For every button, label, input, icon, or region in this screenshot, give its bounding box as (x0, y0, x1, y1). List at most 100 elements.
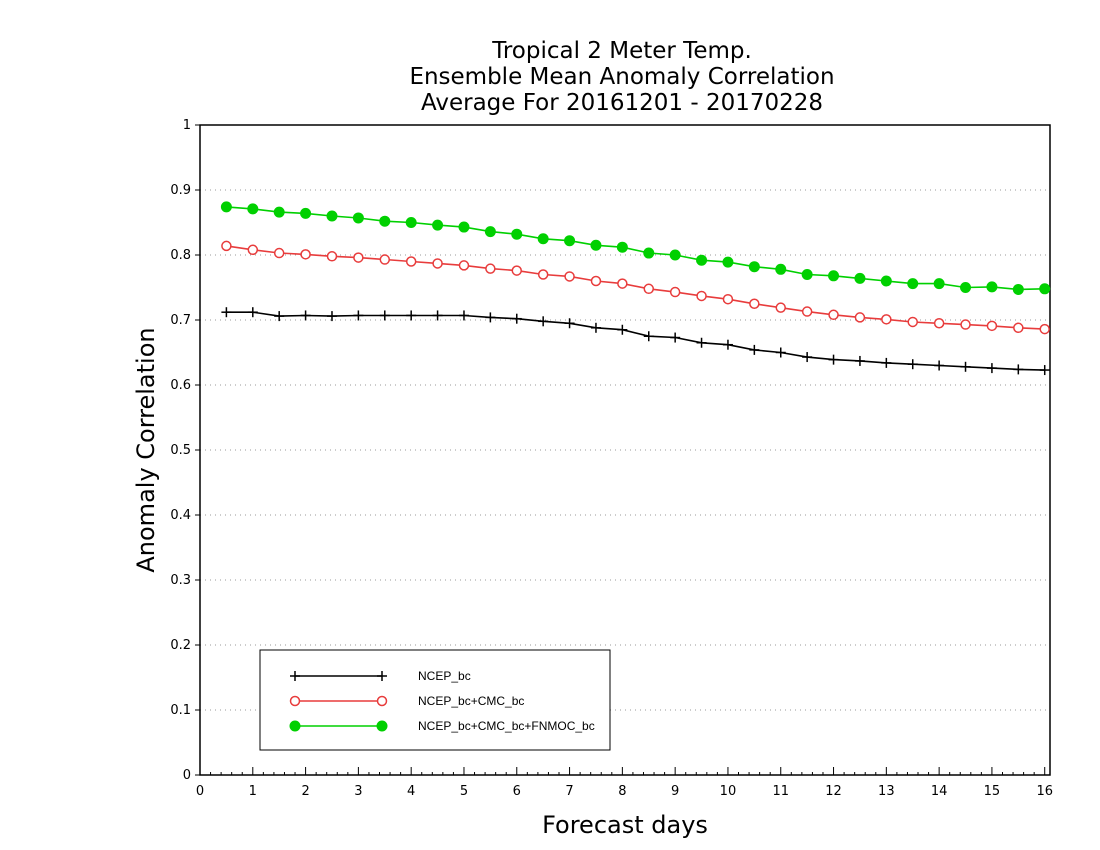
data-point-filled-circle (828, 270, 840, 282)
data-point-open-circle (617, 278, 628, 289)
data-point-plus (617, 324, 628, 335)
legend-entry: NCEP_bc+CMC_bc (289, 694, 524, 708)
data-point-filled-circle (854, 272, 866, 284)
data-point-open-circle (379, 254, 391, 265)
y-tick-label: 0.5 (170, 443, 191, 458)
data-point-open-circle (376, 695, 388, 707)
data-point-open-circle (485, 263, 496, 274)
legend-entry: NCEP_bc+CMC_bc+FNMOC_bc (289, 719, 595, 733)
data-point-plus (722, 339, 733, 350)
data-point-filled-circle (511, 228, 523, 240)
data-point-open-circle (326, 251, 338, 262)
data-point-open-circle (353, 252, 364, 263)
x-tick-label: 10 (720, 784, 737, 799)
data-point-open-circle (801, 306, 813, 317)
data-point-open-circle (273, 247, 285, 259)
data-point-plus (274, 311, 285, 322)
x-tick-label: 7 (565, 784, 573, 799)
data-point-plus (326, 311, 337, 322)
y-tick-label: 0.6 (170, 378, 191, 393)
data-point-open-circle (643, 283, 655, 295)
y-tick-label: 1 (183, 118, 191, 133)
series-3 (220, 201, 1051, 295)
y-tick-label: 0 (183, 768, 191, 783)
legend-box (259, 649, 611, 751)
data-point-open-circle (432, 258, 443, 269)
data-point-open-circle (828, 309, 839, 321)
data-point-plus (247, 307, 258, 318)
y-tick-label: 0.2 (170, 638, 191, 653)
data-point-open-circle (1039, 323, 1050, 335)
data-point-open-circle (854, 312, 866, 323)
data-point-plus (221, 307, 232, 318)
data-point-plus (377, 671, 387, 681)
y-tick-label: 0.9 (170, 183, 191, 198)
data-point-plus (934, 360, 945, 371)
x-tick-label: 0 (196, 784, 204, 799)
data-point-plus (986, 363, 997, 374)
data-point-open-circle (960, 319, 971, 330)
data-point-plus (1013, 364, 1024, 375)
data-point-open-circle (221, 240, 232, 252)
x-tick-label: 9 (671, 784, 679, 799)
series-line (226, 206, 1045, 291)
data-point-filled-circle (484, 226, 496, 238)
data-point-plus (458, 310, 469, 321)
data-point-plus (538, 316, 549, 327)
y-tick-label: 0.7 (170, 313, 191, 328)
data-point-open-circle (458, 260, 470, 271)
series-line (226, 311, 1045, 371)
x-tick-label: 6 (513, 784, 521, 799)
data-point-plus (485, 312, 496, 323)
data-point-open-circle (1013, 322, 1024, 334)
x-tick-label: 14 (931, 784, 948, 799)
chart-title: Tropical 2 Meter Temp. Ensemble Mean Ano… (409, 38, 834, 116)
data-point-plus (564, 318, 575, 329)
data-point-open-circle (722, 293, 734, 305)
x-tick-label: 15 (984, 784, 1001, 799)
x-tick-label: 1 (249, 784, 257, 799)
chart-title-line-3: Average For 20161201 - 20170228 (421, 90, 823, 116)
data-point-open-circle (405, 256, 417, 267)
x-tick-label: 13 (878, 784, 895, 799)
x-tick-label: 11 (772, 784, 789, 799)
data-point-plus (1039, 365, 1050, 376)
data-point-filled-circle (669, 249, 681, 261)
data-point-filled-circle (376, 720, 388, 732)
x-tick-label: 2 (301, 784, 309, 799)
data-point-open-circle (775, 302, 786, 313)
data-point-filled-circle (458, 221, 470, 233)
data-point-filled-circle (643, 247, 655, 259)
y-tick-label: 0.3 (170, 573, 191, 588)
x-tick-label: 5 (460, 784, 468, 799)
data-point-plus (379, 310, 390, 321)
data-point-plus (511, 313, 522, 324)
data-point-open-circle (933, 318, 945, 329)
gridlines (200, 189, 1050, 711)
data-point-plus (802, 352, 813, 363)
data-point-open-circle (669, 286, 681, 298)
data-point-filled-circle (801, 269, 813, 280)
legend-entry: NCEP_bc (290, 669, 471, 683)
data-point-filled-circle (1012, 283, 1024, 295)
data-point-filled-circle (289, 720, 301, 732)
data-series (220, 201, 1051, 376)
x-tick-label: 12 (825, 784, 842, 799)
data-point-plus (696, 337, 707, 348)
series-2 (221, 240, 1050, 335)
data-point-filled-circle (880, 275, 892, 287)
data-point-plus (960, 361, 971, 372)
data-point-open-circle (881, 314, 892, 325)
x-tick-label: 3 (354, 784, 362, 799)
data-point-open-circle (907, 316, 918, 328)
legend: NCEP_bc NCEP_bc+CMC_bc NCEP_bc+CMC_bc+FNMO… (259, 649, 611, 751)
data-point-filled-circle (379, 215, 391, 227)
data-point-plus (907, 359, 918, 370)
data-point-plus (406, 310, 417, 321)
data-point-plus (290, 671, 300, 681)
x-axis-title: Forecast days (542, 811, 708, 839)
data-point-filled-circle (775, 263, 787, 275)
data-point-filled-circle (432, 219, 444, 231)
data-point-filled-circle (273, 206, 285, 218)
